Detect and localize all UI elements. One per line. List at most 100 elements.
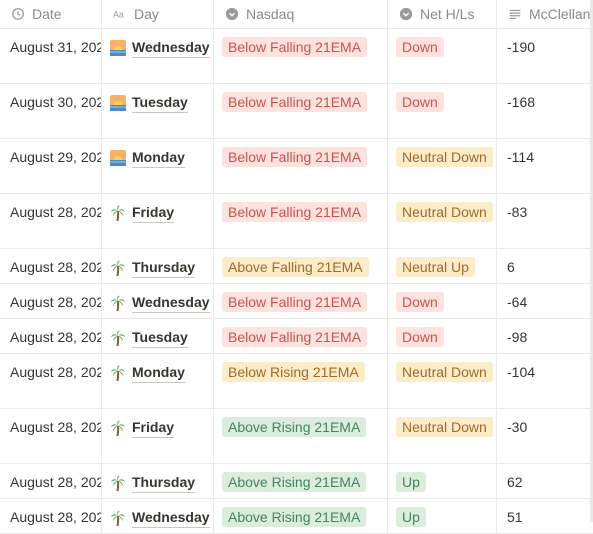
mcclellan-cell[interactable]: -104 [497,354,593,408]
table-row[interactable]: August 28, 202 Tuesday Below Falling 21E… [0,319,593,354]
palm-tree-icon [110,205,126,221]
day-cell[interactable]: Tuesday [102,319,214,353]
nasdaq-tag: Below Falling 21EMA [222,327,368,347]
net-hl-cell[interactable]: Neutral Down [388,409,497,463]
mcclellan-value: 51 [507,509,523,525]
mcclellan-cell[interactable]: -114 [497,139,593,193]
net-hl-cell[interactable]: Up [388,464,497,498]
table-row[interactable]: August 30, 202 Tuesday Below Falling 21E… [0,84,593,139]
day-cell[interactable]: Wednesday [102,499,214,533]
nasdaq-tag: Below Falling 21EMA [222,92,368,112]
day-link[interactable]: Monday [132,362,185,383]
svg-text:Aa: Aa [113,10,124,20]
day-link[interactable]: Tuesday [132,92,188,113]
mcclellan-value: -64 [507,294,528,310]
date-cell[interactable]: August 28, 202 [0,319,102,353]
column-header-nasdaq-label: Nasdaq [246,6,295,22]
mcclellan-value: -114 [507,149,534,165]
net-hl-cell[interactable]: Neutral Down [388,194,497,248]
net-hl-tag: Neutral Down [396,147,493,167]
column-header-mcclellan[interactable]: McClellan [497,0,593,28]
mcclellan-cell[interactable]: -30 [497,409,593,463]
day-link[interactable]: Wednesday [132,37,210,58]
nasdaq-cell[interactable]: Below Rising 21EMA [214,354,388,408]
nasdaq-tag: Below Falling 21EMA [222,37,368,57]
day-link[interactable]: Friday [132,202,175,223]
nasdaq-cell[interactable]: Below Falling 21EMA [214,194,388,248]
net-hl-cell[interactable]: Neutral Down [388,354,497,408]
mcclellan-cell[interactable]: 51 [497,499,593,533]
day-cell[interactable]: Friday [102,194,214,248]
table-row[interactable]: August 28, 202 Friday Above Rising 21EMA… [0,409,593,464]
date-cell[interactable]: August 29, 202 [0,139,102,193]
mcclellan-cell[interactable]: 6 [497,249,593,283]
table-row[interactable]: August 28, 202 Thursday Above Rising 21E… [0,464,593,499]
day-cell[interactable]: Monday [102,354,214,408]
mcclellan-value: -104 [507,364,536,380]
mcclellan-cell[interactable]: -64 [497,284,593,318]
day-link[interactable]: Thursday [132,472,196,493]
nasdaq-cell[interactable]: Below Falling 21EMA [214,139,388,193]
table-row[interactable]: August 29, 202 Monday Below Falling 21EM… [0,139,593,194]
palm-tree-icon [110,260,126,276]
nasdaq-cell[interactable]: Above Rising 21EMA [214,464,388,498]
column-header-date[interactable]: Date [0,0,102,28]
date-cell[interactable]: August 31, 202 [0,29,102,83]
day-cell[interactable]: Tuesday [102,84,214,138]
table-row[interactable]: August 28, 202 Thursday Above Falling 21… [0,249,593,284]
date-cell[interactable]: August 30, 202 [0,84,102,138]
day-link[interactable]: Monday [132,147,185,168]
day-cell[interactable]: Wednesday [102,29,214,83]
mcclellan-cell[interactable]: 62 [497,464,593,498]
nasdaq-cell[interactable]: Above Rising 21EMA [214,499,388,533]
date-value: August 28, 202 [10,294,102,310]
column-header-nasdaq[interactable]: Nasdaq [214,0,388,28]
date-cell[interactable]: August 28, 202 [0,409,102,463]
day-cell[interactable]: Monday [102,139,214,193]
nasdaq-cell[interactable]: Below Falling 21EMA [214,284,388,318]
day-cell[interactable]: Thursday [102,249,214,283]
nasdaq-tag: Below Falling 21EMA [222,147,368,167]
nasdaq-cell[interactable]: Below Falling 21EMA [214,84,388,138]
table-row[interactable]: August 28, 202 Wednesday Above Rising 21… [0,499,593,534]
day-cell[interactable]: Friday [102,409,214,463]
nasdaq-cell[interactable]: Above Falling 21EMA [214,249,388,283]
nasdaq-tag: Below Falling 21EMA [222,292,368,312]
net-hl-cell[interactable]: Down [388,319,497,353]
day-cell[interactable]: Wednesday [102,284,214,318]
date-cell[interactable]: August 28, 202 [0,249,102,283]
day-cell[interactable]: Thursday [102,464,214,498]
date-cell[interactable]: August 28, 202 [0,464,102,498]
day-link[interactable]: Tuesday [132,327,188,348]
day-link[interactable]: Wednesday [132,292,210,313]
date-cell[interactable]: August 28, 202 [0,194,102,248]
net-hl-cell[interactable]: Down [388,29,497,83]
net-hl-cell[interactable]: Up [388,499,497,533]
date-cell[interactable]: August 28, 202 [0,499,102,533]
net-hl-cell[interactable]: Neutral Down [388,139,497,193]
nasdaq-cell[interactable]: Below Falling 21EMA [214,319,388,353]
column-header-day[interactable]: Aa Day [102,0,214,28]
net-hl-cell[interactable]: Down [388,84,497,138]
date-cell[interactable]: August 28, 202 [0,284,102,318]
day-link[interactable]: Friday [132,417,175,438]
date-value: August 28, 202 [10,509,102,525]
mcclellan-cell[interactable]: -98 [497,319,593,353]
mcclellan-value: 6 [507,259,515,275]
table-row[interactable]: August 28, 202 Monday Below Rising 21EMA… [0,354,593,409]
text-type-icon: Aa [112,6,128,22]
date-cell[interactable]: August 28, 202 [0,354,102,408]
nasdaq-cell[interactable]: Above Rising 21EMA [214,409,388,463]
column-header-net[interactable]: Net H/Ls [388,0,497,28]
mcclellan-cell[interactable]: -190 [497,29,593,83]
day-link[interactable]: Wednesday [132,507,210,528]
mcclellan-cell[interactable]: -83 [497,194,593,248]
nasdaq-cell[interactable]: Below Falling 21EMA [214,29,388,83]
net-hl-cell[interactable]: Neutral Up [388,249,497,283]
day-link[interactable]: Thursday [132,257,196,278]
table-row[interactable]: August 28, 202 Wednesday Below Falling 2… [0,284,593,319]
table-row[interactable]: August 31, 202 Wednesday Below Falling 2… [0,29,593,84]
table-row[interactable]: August 28, 202 Friday Below Falling 21EM… [0,194,593,249]
net-hl-cell[interactable]: Down [388,284,497,318]
mcclellan-cell[interactable]: -168 [497,84,593,138]
